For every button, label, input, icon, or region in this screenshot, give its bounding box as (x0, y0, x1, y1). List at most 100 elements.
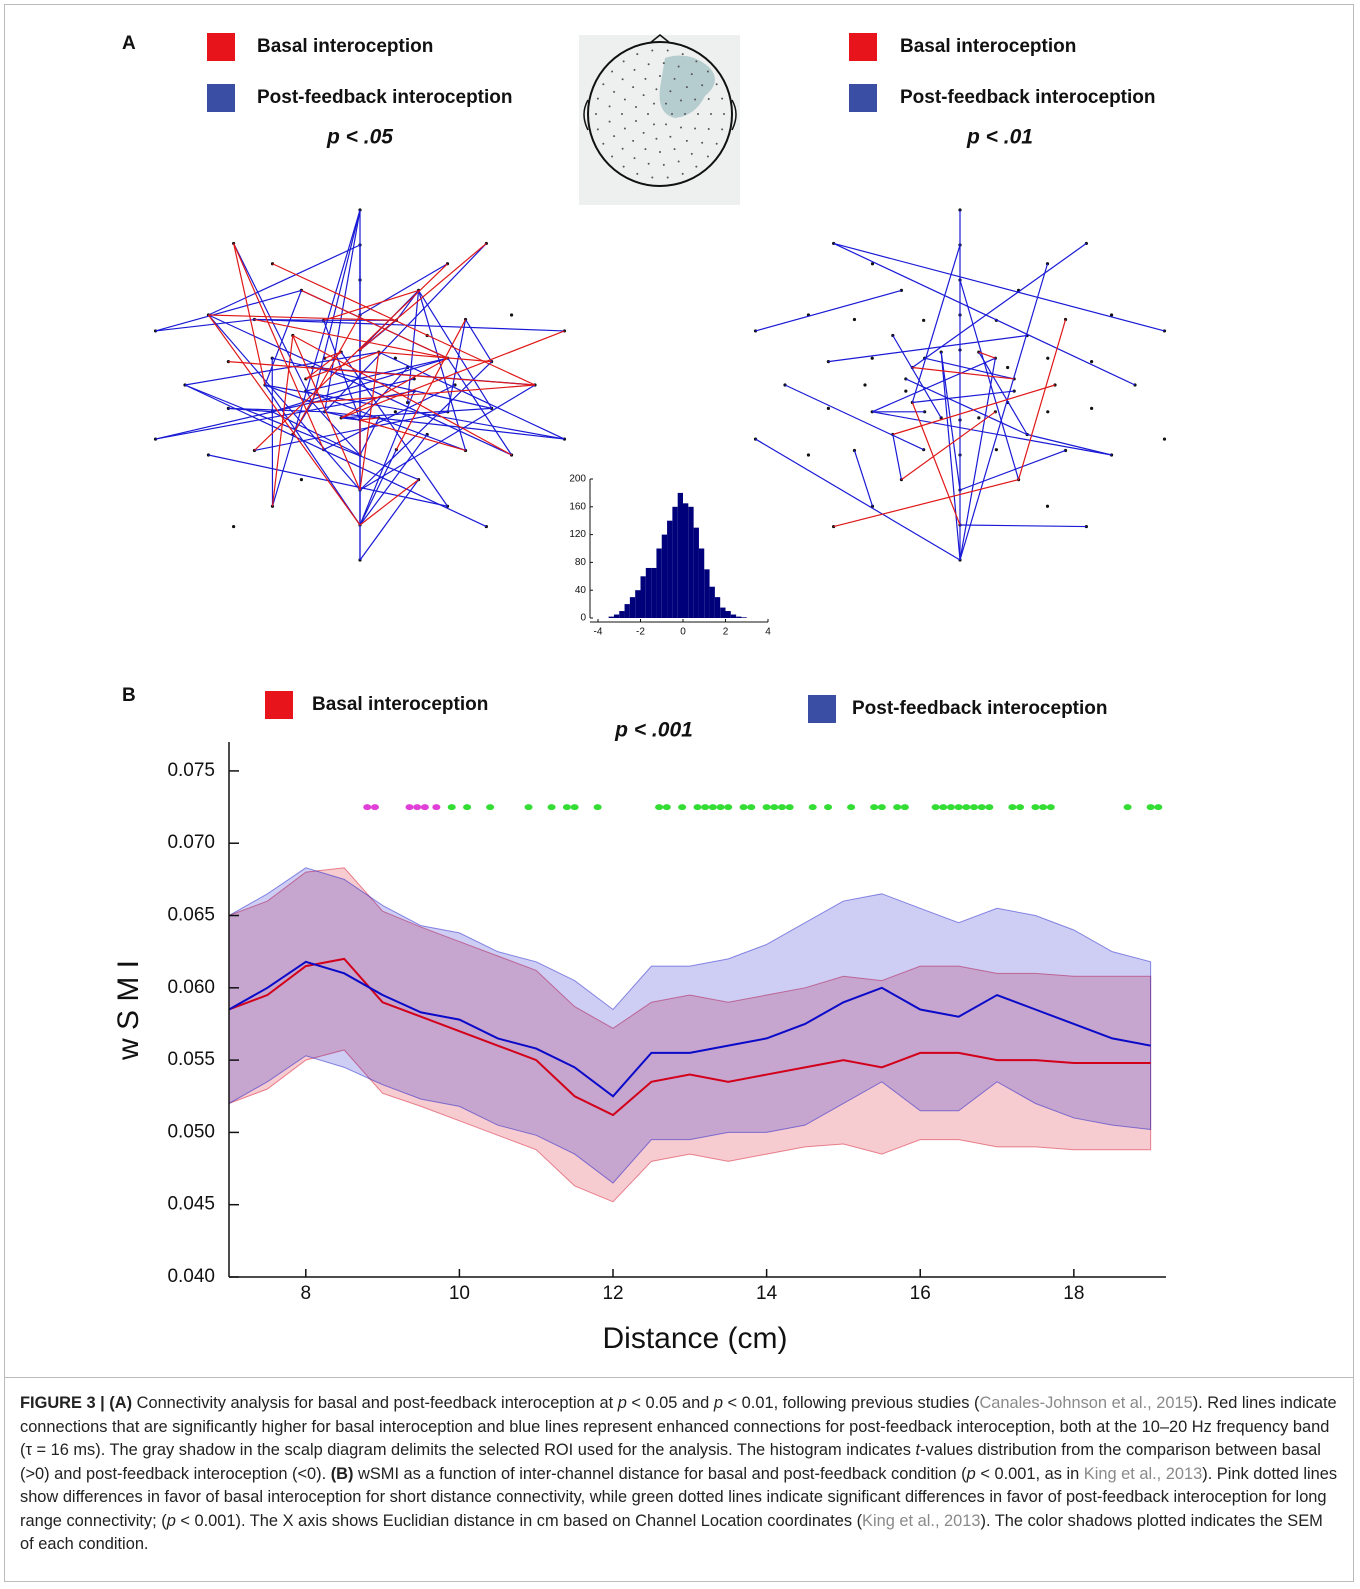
caption-link[interactable]: King et al., 2013 (1083, 1464, 1203, 1483)
scalp-electrode (666, 176, 669, 179)
connection (254, 263, 448, 451)
scalp-electrode (680, 126, 683, 129)
significance-marker (1046, 804, 1055, 811)
connection (264, 290, 302, 386)
connection (892, 335, 942, 419)
significance-marker (655, 804, 664, 811)
connection (959, 524, 1087, 528)
scalp-electrode (636, 172, 639, 175)
connection (184, 384, 419, 481)
connection (359, 242, 487, 351)
scalp-electrode (669, 135, 672, 138)
scalp-electrode (669, 90, 672, 93)
connection (254, 411, 448, 452)
scalp-electrode (701, 141, 704, 144)
scalp-electrode (635, 105, 638, 108)
connection (233, 243, 266, 386)
significance-marker (824, 804, 833, 811)
connection (924, 357, 1015, 380)
connection (978, 351, 1028, 435)
connection (1027, 433, 1112, 456)
histogram-bar (640, 576, 646, 618)
significance-marker (562, 804, 571, 811)
connection (940, 352, 961, 561)
histogram-bar (683, 503, 689, 618)
x-tick-label: 16 (910, 1283, 931, 1304)
y-tick-label: 0.050 (167, 1121, 215, 1142)
significance-marker (463, 804, 472, 811)
y-tick-label: 0.055 (167, 1049, 215, 1070)
y-tick-label: 0.040 (167, 1266, 215, 1287)
electrode (509, 313, 514, 317)
scalp-electrode (608, 105, 611, 108)
connection (271, 335, 294, 507)
caption-plain: wSMI as a function of inter-channel dist… (353, 1464, 967, 1483)
significance-marker (486, 804, 495, 811)
significance-marker (900, 804, 909, 811)
connection (359, 449, 397, 526)
significance-marker (847, 804, 856, 811)
legend-label: Basal interoception (257, 36, 433, 57)
scalp-electrode (636, 53, 639, 56)
legend-label: Post-feedback interoception (852, 698, 1108, 719)
histogram-bar (656, 548, 662, 618)
scalp-electrode (632, 139, 635, 142)
sem-band (228, 867, 1152, 1184)
electrode (1090, 360, 1094, 364)
scalp-electrode (681, 172, 684, 175)
scalp-electrode (644, 77, 647, 80)
electrode (904, 389, 908, 393)
scalp-electrode (611, 70, 614, 73)
scalp-electrode (707, 97, 710, 100)
electrode (870, 262, 875, 266)
significance-marker (420, 804, 429, 811)
scalp-electrode (602, 142, 605, 145)
connection (324, 411, 565, 440)
significance-marker (931, 804, 940, 811)
caption: FIGURE 3 | (A) Connectivity analysis for… (20, 1392, 1340, 1557)
y-tick-label: 0 (580, 613, 586, 624)
electrode (994, 448, 998, 452)
connection (272, 357, 492, 409)
significance-marker (405, 804, 414, 811)
scalp-electrode (685, 86, 688, 89)
scalp-electrode (596, 97, 599, 100)
caption-plain: < 0.001, as in (975, 1464, 1084, 1483)
connection (872, 411, 1112, 456)
scalp-electrode (623, 127, 626, 130)
connection (892, 384, 1056, 436)
connection (272, 357, 448, 413)
histogram-bar (688, 506, 694, 618)
significance-marker (939, 804, 948, 811)
connection (378, 351, 492, 363)
x-tick-label: 8 (301, 1283, 312, 1304)
connection (272, 263, 536, 386)
x-tick-label: 12 (602, 1283, 623, 1304)
connection (305, 351, 342, 380)
caption-link[interactable]: King et al., 2013 (862, 1511, 981, 1530)
significance-marker (946, 804, 955, 811)
connection (892, 434, 903, 480)
histogram-bar (736, 616, 742, 618)
connection (417, 290, 467, 451)
caption-link[interactable]: Canales-Johnson et al., 2015 (979, 1394, 1193, 1412)
figure-frame (4, 4, 1354, 1582)
connection (208, 314, 397, 321)
significance-marker (662, 804, 671, 811)
connection (292, 335, 361, 491)
x-axis-label: Distance (cm) (602, 1322, 787, 1355)
scalp-electrode (622, 60, 625, 63)
scalp-electrode (681, 53, 684, 56)
connection (447, 319, 467, 412)
scalp-electrode (633, 157, 636, 160)
significance-marker (969, 804, 978, 811)
panel-label: A (122, 33, 136, 54)
connection (359, 384, 536, 491)
connection (324, 243, 487, 413)
y-tick-label: 0.065 (167, 905, 215, 926)
electrode (1162, 437, 1167, 441)
caption-plain: < 0.05 and (626, 1394, 714, 1412)
legend-swatch (207, 33, 235, 61)
scalp-electrode (662, 163, 665, 166)
y-axis-label: w S M I (112, 960, 145, 1061)
